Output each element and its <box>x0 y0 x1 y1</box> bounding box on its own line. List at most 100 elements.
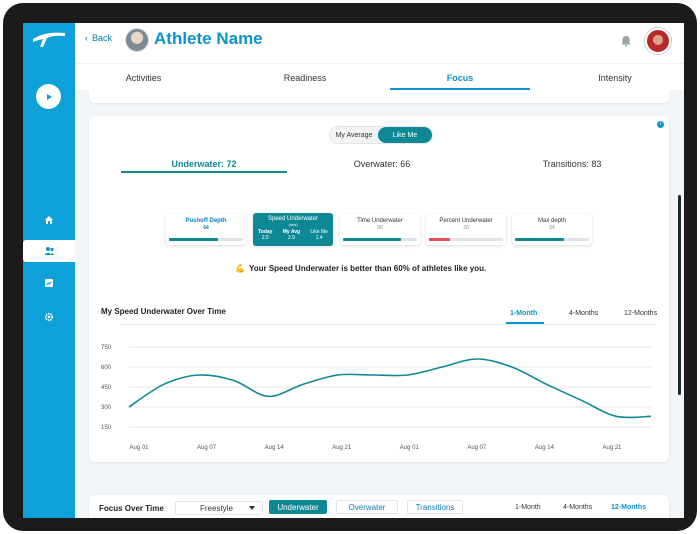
tablet-frame: ‹ Back Athlete Name Activities Readiness… <box>3 3 697 531</box>
range-4-months[interactable]: 4-Months <box>569 310 599 317</box>
top-tabs: Activities Readiness Focus Intensity <box>75 63 684 90</box>
y-tick-label: 600 <box>101 365 112 371</box>
comparison-message: 💪 Your Speed Underwater is better than 6… <box>235 264 486 273</box>
athlete-avatar <box>125 28 149 52</box>
user-avatar[interactable] <box>645 28 671 54</box>
metric-bar <box>343 238 417 241</box>
y-tick-label: 300 <box>101 405 112 411</box>
page-title: Athlete Name <box>154 29 263 48</box>
toggle-like-me[interactable]: Like Me <box>378 127 432 143</box>
bottom-range-12-months[interactable]: 12-Months <box>611 504 646 511</box>
y-tick-label: 150 <box>101 425 112 431</box>
chevron-left-icon: ‹ <box>85 33 88 43</box>
metric-title: Percent Underwater <box>439 218 493 224</box>
metric-bar <box>169 238 243 241</box>
focus-over-time-card: Focus Over Time Freestyle Underwater Ove… <box>89 495 669 518</box>
stroke-select-value: Freestyle <box>200 503 233 513</box>
header-bar: ‹ Back Athlete Name <box>75 23 684 63</box>
subtab-underwater[interactable]: Underwater: 72 <box>171 159 237 169</box>
metric-stats: Today 2.5 My Avg 2.9 Like Me 1.4 <box>253 229 333 241</box>
tab-readiness[interactable]: Readiness <box>283 72 327 83</box>
metric-value: 64 <box>203 225 209 231</box>
sidebar-item-settings[interactable] <box>23 306 75 328</box>
sidebar-item-athletes[interactable] <box>23 240 75 262</box>
subtab-underline <box>121 171 287 173</box>
metric-bar-fill <box>169 238 218 241</box>
metric-card-speed-underwater[interactable]: Speed Underwater (m/s) Today 2.5 My Avg 2.… <box>253 213 333 246</box>
x-tick-label: Aug 07 <box>467 445 487 451</box>
x-tick-label: Aug 07 <box>197 445 217 451</box>
pill-transitions[interactable]: Transitions <box>407 500 463 514</box>
metric-title: Time Underwater <box>357 218 403 224</box>
focus-card: i My Average Like Me Underwater: 72 Over… <box>89 116 669 462</box>
x-tick-label: Aug 21 <box>332 445 352 451</box>
bottom-range-1-month[interactable]: 1-Month <box>515 504 541 511</box>
x-tick-label: Aug 01 <box>129 445 149 451</box>
stroke-select[interactable]: Freestyle <box>175 501 263 515</box>
brand-logo <box>33 32 65 47</box>
comparison-text: Your Speed Underwater is better than 60%… <box>248 264 487 273</box>
metric-title: Speed Underwater <box>267 216 319 222</box>
x-tick-label: Aug 01 <box>400 445 420 451</box>
metric-bar <box>515 238 589 241</box>
home-icon <box>45 216 53 224</box>
chart-title: My Speed Underwater Over Time <box>101 307 226 316</box>
subtab-transitions[interactable]: Transitions: 83 <box>542 159 602 169</box>
metric-bar-fill <box>429 238 450 241</box>
previous-card <box>89 90 669 103</box>
bell-icon[interactable] <box>621 35 631 47</box>
metric-card-percent-underwater[interactable]: Percent Underwater 20 <box>426 214 506 245</box>
range-divider <box>121 324 656 325</box>
subtab-overwater[interactable]: Overwater: 66 <box>353 159 411 169</box>
range-12-months[interactable]: 12-Months <box>624 310 658 317</box>
tab-focus[interactable]: Focus <box>390 64 530 91</box>
tab-activities[interactable]: Activities <box>125 72 162 83</box>
scrollbar[interactable] <box>678 195 681 395</box>
metric-value: 20 <box>463 225 469 231</box>
info-icon[interactable]: i <box>657 121 664 128</box>
play-button[interactable] <box>36 84 61 109</box>
like-me-label: Like Me <box>310 229 328 235</box>
pill-overwater[interactable]: Overwater <box>336 500 398 514</box>
app-screen: ‹ Back Athlete Name Activities Readiness… <box>23 23 684 518</box>
metric-title: Max depth <box>537 218 567 224</box>
chart-icon <box>45 279 53 287</box>
speed-underwater-chart: 750 600 450 300 150 Aug 01 Aug 07 Aug 14 Aug 21 A… <box>101 345 652 451</box>
metric-bar-fill <box>515 238 564 241</box>
toggle-my-average[interactable]: My Average <box>335 131 373 139</box>
today-value: 2.5 <box>261 235 269 241</box>
series-line <box>128 358 652 419</box>
sidebar <box>23 23 75 518</box>
focus-over-time-title: Focus Over Time <box>99 504 164 513</box>
range-1-month[interactable]: 1-Month <box>510 310 538 317</box>
x-tick-label: Aug 21 <box>602 445 622 451</box>
metric-card-time-underwater[interactable]: Time Underwater 80 <box>340 214 420 245</box>
comparison-toggle[interactable]: My Average Like Me <box>329 126 433 144</box>
people-icon <box>44 247 54 255</box>
flexed-bicep-icon: 💪 <box>235 264 245 273</box>
sidebar-item-home[interactable] <box>23 209 75 231</box>
back-button[interactable]: ‹ Back <box>85 33 112 43</box>
my-avg-label: My Avg <box>282 229 301 235</box>
my-avg-value: 2.9 <box>287 235 295 241</box>
metric-bar-fill <box>343 238 401 241</box>
gear-icon <box>44 312 54 322</box>
chevron-down-icon <box>249 506 255 510</box>
sidebar-item-reports[interactable] <box>23 272 75 294</box>
y-tick-label: 450 <box>101 385 112 391</box>
y-tick-label: 750 <box>101 345 112 351</box>
metric-card-pushoff-depth[interactable]: Pushoff Depth 64 <box>166 214 246 245</box>
metric-card-max-depth[interactable]: Max depth 64 <box>512 214 592 245</box>
x-tick-label: Aug 14 <box>265 445 285 451</box>
bottom-range-4-months[interactable]: 4-Months <box>563 504 593 511</box>
metric-title: Pushoff Depth <box>185 218 227 224</box>
tab-intensity[interactable]: Intensity <box>598 72 632 83</box>
play-icon <box>46 93 52 100</box>
like-me-value: 1.4 <box>315 235 323 241</box>
metric-bar <box>429 238 503 241</box>
metric-value: 64 <box>549 225 555 231</box>
pill-underwater[interactable]: Underwater <box>269 500 327 514</box>
range-underline <box>506 322 544 324</box>
x-tick-label: Aug 14 <box>535 445 555 451</box>
today-label: Today <box>258 229 273 235</box>
